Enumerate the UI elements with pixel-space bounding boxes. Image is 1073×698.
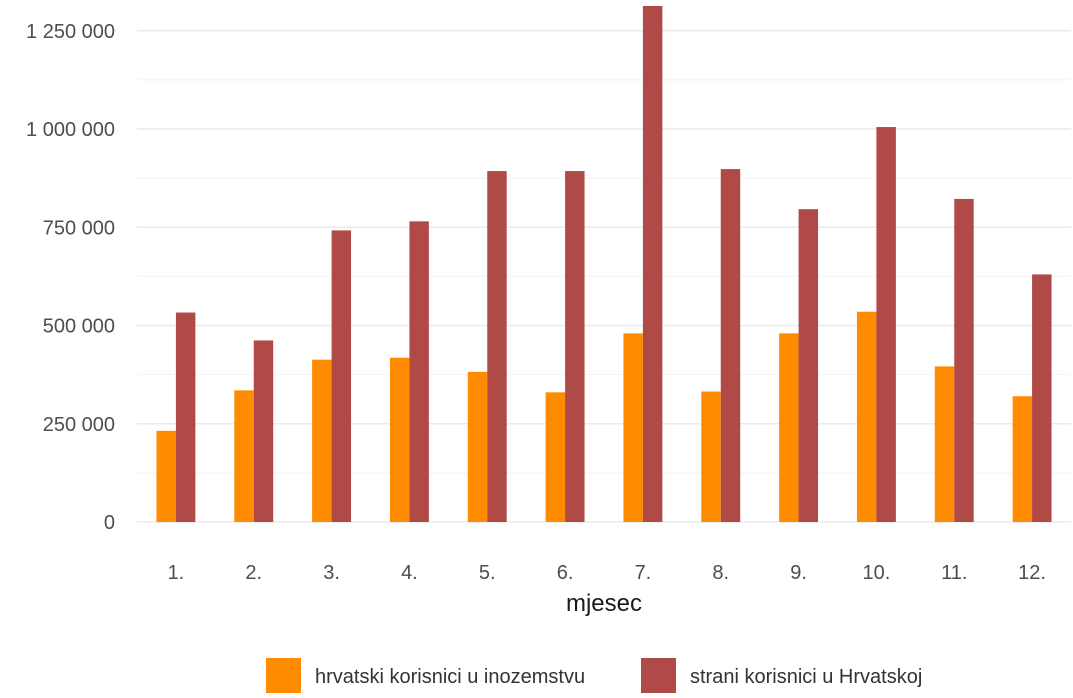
y-tick-label: 1 000 000 [26,119,115,141]
bar-series-2 [175,312,196,522]
x-axis-ticks: 1. 2. 3. 4. 5. 6. 7. 8. 9. 10. 11. 12. [168,562,1046,584]
x-tick-label: 11. [941,562,967,584]
legend-label-series-1: hrvatski korisnici u inozemstvu [315,666,585,688]
x-tick-label: 1. [168,562,185,584]
bars [156,6,1052,523]
x-tick-label: 12. [1018,562,1046,584]
legend-key-series-2 [641,658,676,693]
bar-series-1 [312,359,332,522]
bar-series-1 [545,392,566,522]
x-tick-label: 4. [401,562,418,584]
y-tick-label: 250 000 [43,414,115,436]
bar-series-1 [779,333,799,522]
bar-series-2 [253,340,274,522]
y-tick-label: 500 000 [43,316,115,338]
legend-key-series-1 [266,658,301,693]
legend: hrvatski korisnici u inozemstvu strani ko… [266,658,922,693]
bar-series-1 [467,371,488,522]
bar-series-2 [876,127,896,523]
bar-series-2 [331,230,352,522]
grid-lines [137,29,1071,523]
bar-series-1 [156,430,176,522]
bar-series-1 [623,333,643,522]
bar-series-1 [856,311,877,522]
bar-series-2 [565,171,585,522]
bar-series-1 [701,391,721,522]
bar-series-2 [720,169,741,522]
x-tick-label: 2. [245,562,262,584]
x-tick-label: 7. [635,562,652,584]
bar-series-1 [389,357,410,522]
x-tick-label: 9. [790,562,807,584]
y-tick-label: 1 250 000 [26,21,115,43]
bar-series-2 [1032,274,1052,522]
bar-series-1 [234,390,254,522]
x-tick-label: 3. [323,562,340,584]
x-tick-label: 10. [863,562,891,584]
x-tick-label: 6. [557,562,574,584]
x-tick-label: 5. [479,562,496,584]
x-axis-label: mjesec [566,590,642,617]
x-tick-label: 8. [712,562,729,584]
bar-series-2 [409,221,429,523]
y-tick-label: 750 000 [43,217,115,239]
bar-series-2 [642,6,663,522]
bar-series-1 [934,366,955,522]
bar-series-2 [487,171,507,522]
legend-label-series-2: strani korisnici u Hrvatskoj [690,666,922,688]
y-tick-label: 0 [104,512,115,534]
bar-series-1 [1012,396,1033,522]
bar-series-2 [954,198,974,522]
bar-series-2 [798,209,819,522]
y-axis-ticks: 0 250 000 500 000 750 000 1 000 000 1 250 000 [26,21,115,534]
